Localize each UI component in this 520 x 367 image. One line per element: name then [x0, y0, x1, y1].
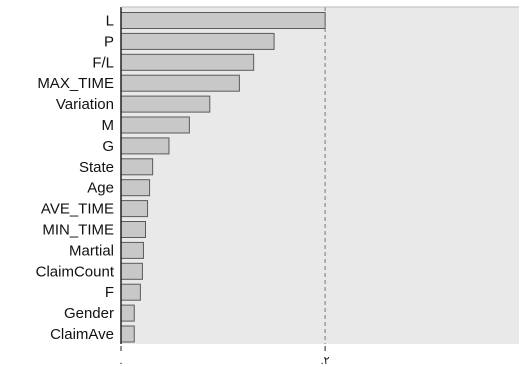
category-label: F: [105, 284, 114, 301]
category-label: AVE_TIME: [41, 201, 114, 218]
bar-4: [120, 95, 211, 113]
bar-15: [120, 325, 135, 343]
category-label: MIN_TIME: [42, 222, 114, 239]
category-label: P: [104, 33, 114, 50]
bar-5: [120, 116, 190, 134]
category-label: F/L: [92, 54, 114, 71]
bar-0: [120, 12, 326, 29]
x-tick-label: .۲: [321, 355, 330, 367]
bar-13: [120, 283, 141, 301]
category-label: MAX_TIME: [37, 75, 114, 92]
bar-8: [120, 179, 151, 197]
bar-6: [120, 137, 170, 155]
category-label: Age: [87, 180, 114, 197]
bar-11: [120, 241, 144, 259]
bar-14: [120, 304, 135, 322]
category-label: G: [102, 138, 114, 155]
category-label: Variation: [56, 96, 114, 113]
bar-10: [120, 221, 146, 238]
category-label: M: [102, 117, 115, 134]
bar-9: [120, 200, 149, 218]
category-label: ClaimAve: [50, 326, 114, 343]
category-label: Martial: [69, 242, 114, 259]
x-tick-label: .: [119, 355, 122, 367]
category-label: L: [106, 13, 114, 30]
bar-7: [120, 158, 154, 176]
bar-12: [120, 262, 143, 280]
bar-1: [120, 32, 275, 50]
category-label: ClaimCount: [36, 263, 115, 280]
category-label: Gender: [64, 305, 114, 322]
bar-3: [120, 74, 240, 92]
category-label: State: [79, 159, 114, 176]
bar-2: [120, 53, 255, 71]
